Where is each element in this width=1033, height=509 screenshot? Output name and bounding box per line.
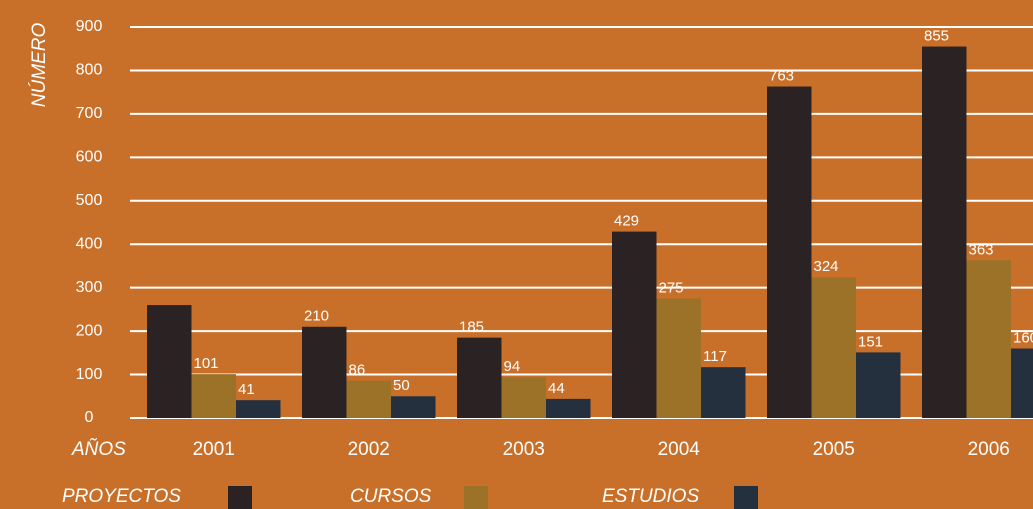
value-label: 855 [924,28,949,45]
x-tick-label: 2006 [968,439,1010,460]
y-tick-label: 500 [76,192,103,209]
value-label: 44 [548,380,565,397]
x-axis-label: AÑOS [71,438,126,460]
y-tick-label: 700 [76,105,103,122]
value-label: 429 [614,213,639,230]
bar [147,305,192,418]
bar [656,298,701,418]
bar [501,377,546,418]
bar [612,231,657,418]
y-tick-label: 300 [76,279,103,296]
legend-swatch [464,486,488,509]
bar [767,86,812,418]
value-label: 275 [659,279,684,296]
value-label: 50 [393,377,410,394]
bar [701,367,746,418]
value-label: 94 [504,358,521,375]
value-label: 160 [1013,329,1033,346]
bar [966,260,1011,418]
y-tick-label: 900 [76,18,103,35]
value-label: 763 [769,67,794,84]
y-tick-label: 600 [76,149,103,166]
bar [302,326,347,418]
bar [236,400,281,418]
bar [457,337,502,418]
bar [922,46,967,419]
value-label: 185 [459,319,484,336]
bar [391,396,436,418]
legend-label: ESTUDIOS [602,486,699,507]
x-tick-label: 2005 [813,439,855,460]
y-tick-label: 100 [76,366,103,383]
value-label: 101 [194,355,219,372]
x-tick-label: 2004 [658,439,701,460]
y-tick-label: 800 [76,62,103,79]
y-tick-label: 0 [85,409,94,426]
value-label: 117 [703,348,727,365]
legend-label: PROYECTOS [62,486,181,507]
legend-swatch [228,486,252,509]
x-tick-label: 2002 [348,439,390,460]
value-label: 86 [349,362,366,379]
bar [191,374,236,418]
value-label: 151 [858,333,883,350]
value-label: 41 [238,381,255,398]
legend-label: CURSOS [350,486,432,507]
bar [856,352,901,418]
y-axis-label: NÚMERO [28,23,50,108]
value-label: 363 [969,241,994,258]
y-tick-label: 400 [76,235,103,252]
bar [1011,348,1033,418]
y-tick-label: 200 [76,322,103,339]
value-label: 324 [814,258,839,275]
x-tick-label: 2003 [503,439,545,460]
bar [811,277,856,418]
bar [546,398,591,418]
x-tick-label: 2001 [193,439,235,460]
bar [346,380,391,418]
value-label: 210 [304,308,329,325]
legend-swatch [734,486,758,509]
